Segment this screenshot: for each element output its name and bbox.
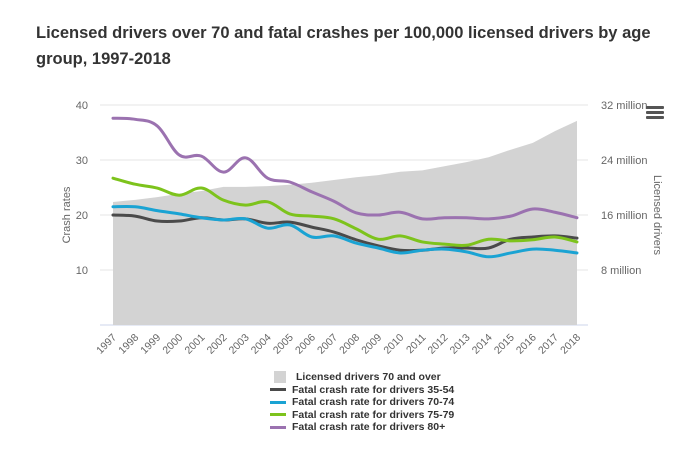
legend-label: Fatal crash rate for drivers 35-54	[292, 383, 455, 396]
series-line-2	[111, 176, 579, 248]
legend: Licensed drivers 70 and over Fatal crash…	[270, 371, 454, 434]
x-tick-label: 2001	[182, 332, 207, 357]
x-tick-label: 2007	[315, 332, 340, 357]
series-line-1	[111, 204, 579, 259]
chart-title: Licensed drivers over 70 and fatal crash…	[36, 24, 651, 68]
legend-swatch	[270, 425, 286, 429]
x-tick-label: 2017	[536, 332, 561, 357]
hamburger-menu-icon[interactable]	[646, 106, 664, 122]
y2-axis-title: Licensed drivers	[651, 175, 663, 256]
y-axis-title: Crash rates	[61, 186, 73, 243]
x-tick-label: 2005	[271, 332, 296, 357]
legend-item-series-2[interactable]: Fatal crash rate for drivers 75-79	[270, 409, 454, 422]
x-tick-label: 2013	[448, 332, 473, 357]
x-tick-label: 2004	[249, 332, 274, 357]
y2-tick-label: 16 million	[601, 210, 647, 222]
x-tick-label: 2014	[470, 332, 495, 357]
legend-swatch	[270, 400, 286, 404]
y2-tick-label: 8 million	[601, 265, 641, 277]
legend-item-series-3[interactable]: Fatal crash rate for drivers 80+	[270, 421, 454, 434]
series-line-0	[111, 213, 579, 253]
legend-item-series-1[interactable]: Fatal crash rate for drivers 70-74	[270, 396, 454, 409]
x-tick-label: 2016	[514, 332, 539, 357]
y-tick-label: 20	[76, 210, 88, 222]
x-tick-label: 2012	[426, 332, 451, 357]
y2-tick-label: 32 million	[601, 100, 647, 112]
legend-label: Fatal crash rate for drivers 70-74	[292, 396, 455, 409]
y-tick-label: 10	[76, 265, 88, 277]
x-tick-label: 2010	[381, 332, 406, 357]
series-line-3	[111, 116, 579, 221]
x-tick-label: 2009	[359, 332, 384, 357]
legend-label: Licensed drivers 70 and over	[296, 371, 441, 384]
legend-swatch	[274, 371, 286, 384]
y-tick-label: 40	[76, 100, 88, 112]
x-tick-label: 1999	[138, 332, 163, 357]
y2-tick-label: 24 million	[601, 155, 647, 167]
x-tick-label: 2003	[227, 332, 252, 357]
x-tick-label: 1998	[116, 332, 141, 357]
legend-label: Fatal crash rate for drivers 80+	[292, 421, 446, 434]
x-tick-label: 2002	[205, 332, 230, 357]
x-tick-label: 2015	[492, 332, 517, 357]
legend-item-series-0[interactable]: Fatal crash rate for drivers 35-54	[270, 384, 454, 397]
x-tick-label: 2011	[404, 332, 429, 357]
x-tick-label: 2006	[293, 332, 318, 357]
x-tick-label: 1997	[94, 332, 119, 357]
legend-item-area[interactable]: Licensed drivers 70 and over	[270, 371, 454, 384]
legend-swatch	[270, 413, 286, 417]
legend-swatch	[270, 388, 286, 392]
x-tick-label: 2008	[337, 332, 362, 357]
x-tick-label: 2000	[160, 332, 185, 357]
legend-label: Fatal crash rate for drivers 75-79	[292, 408, 455, 421]
y-tick-label: 30	[76, 155, 88, 167]
x-tick-label: 2018	[558, 332, 583, 357]
